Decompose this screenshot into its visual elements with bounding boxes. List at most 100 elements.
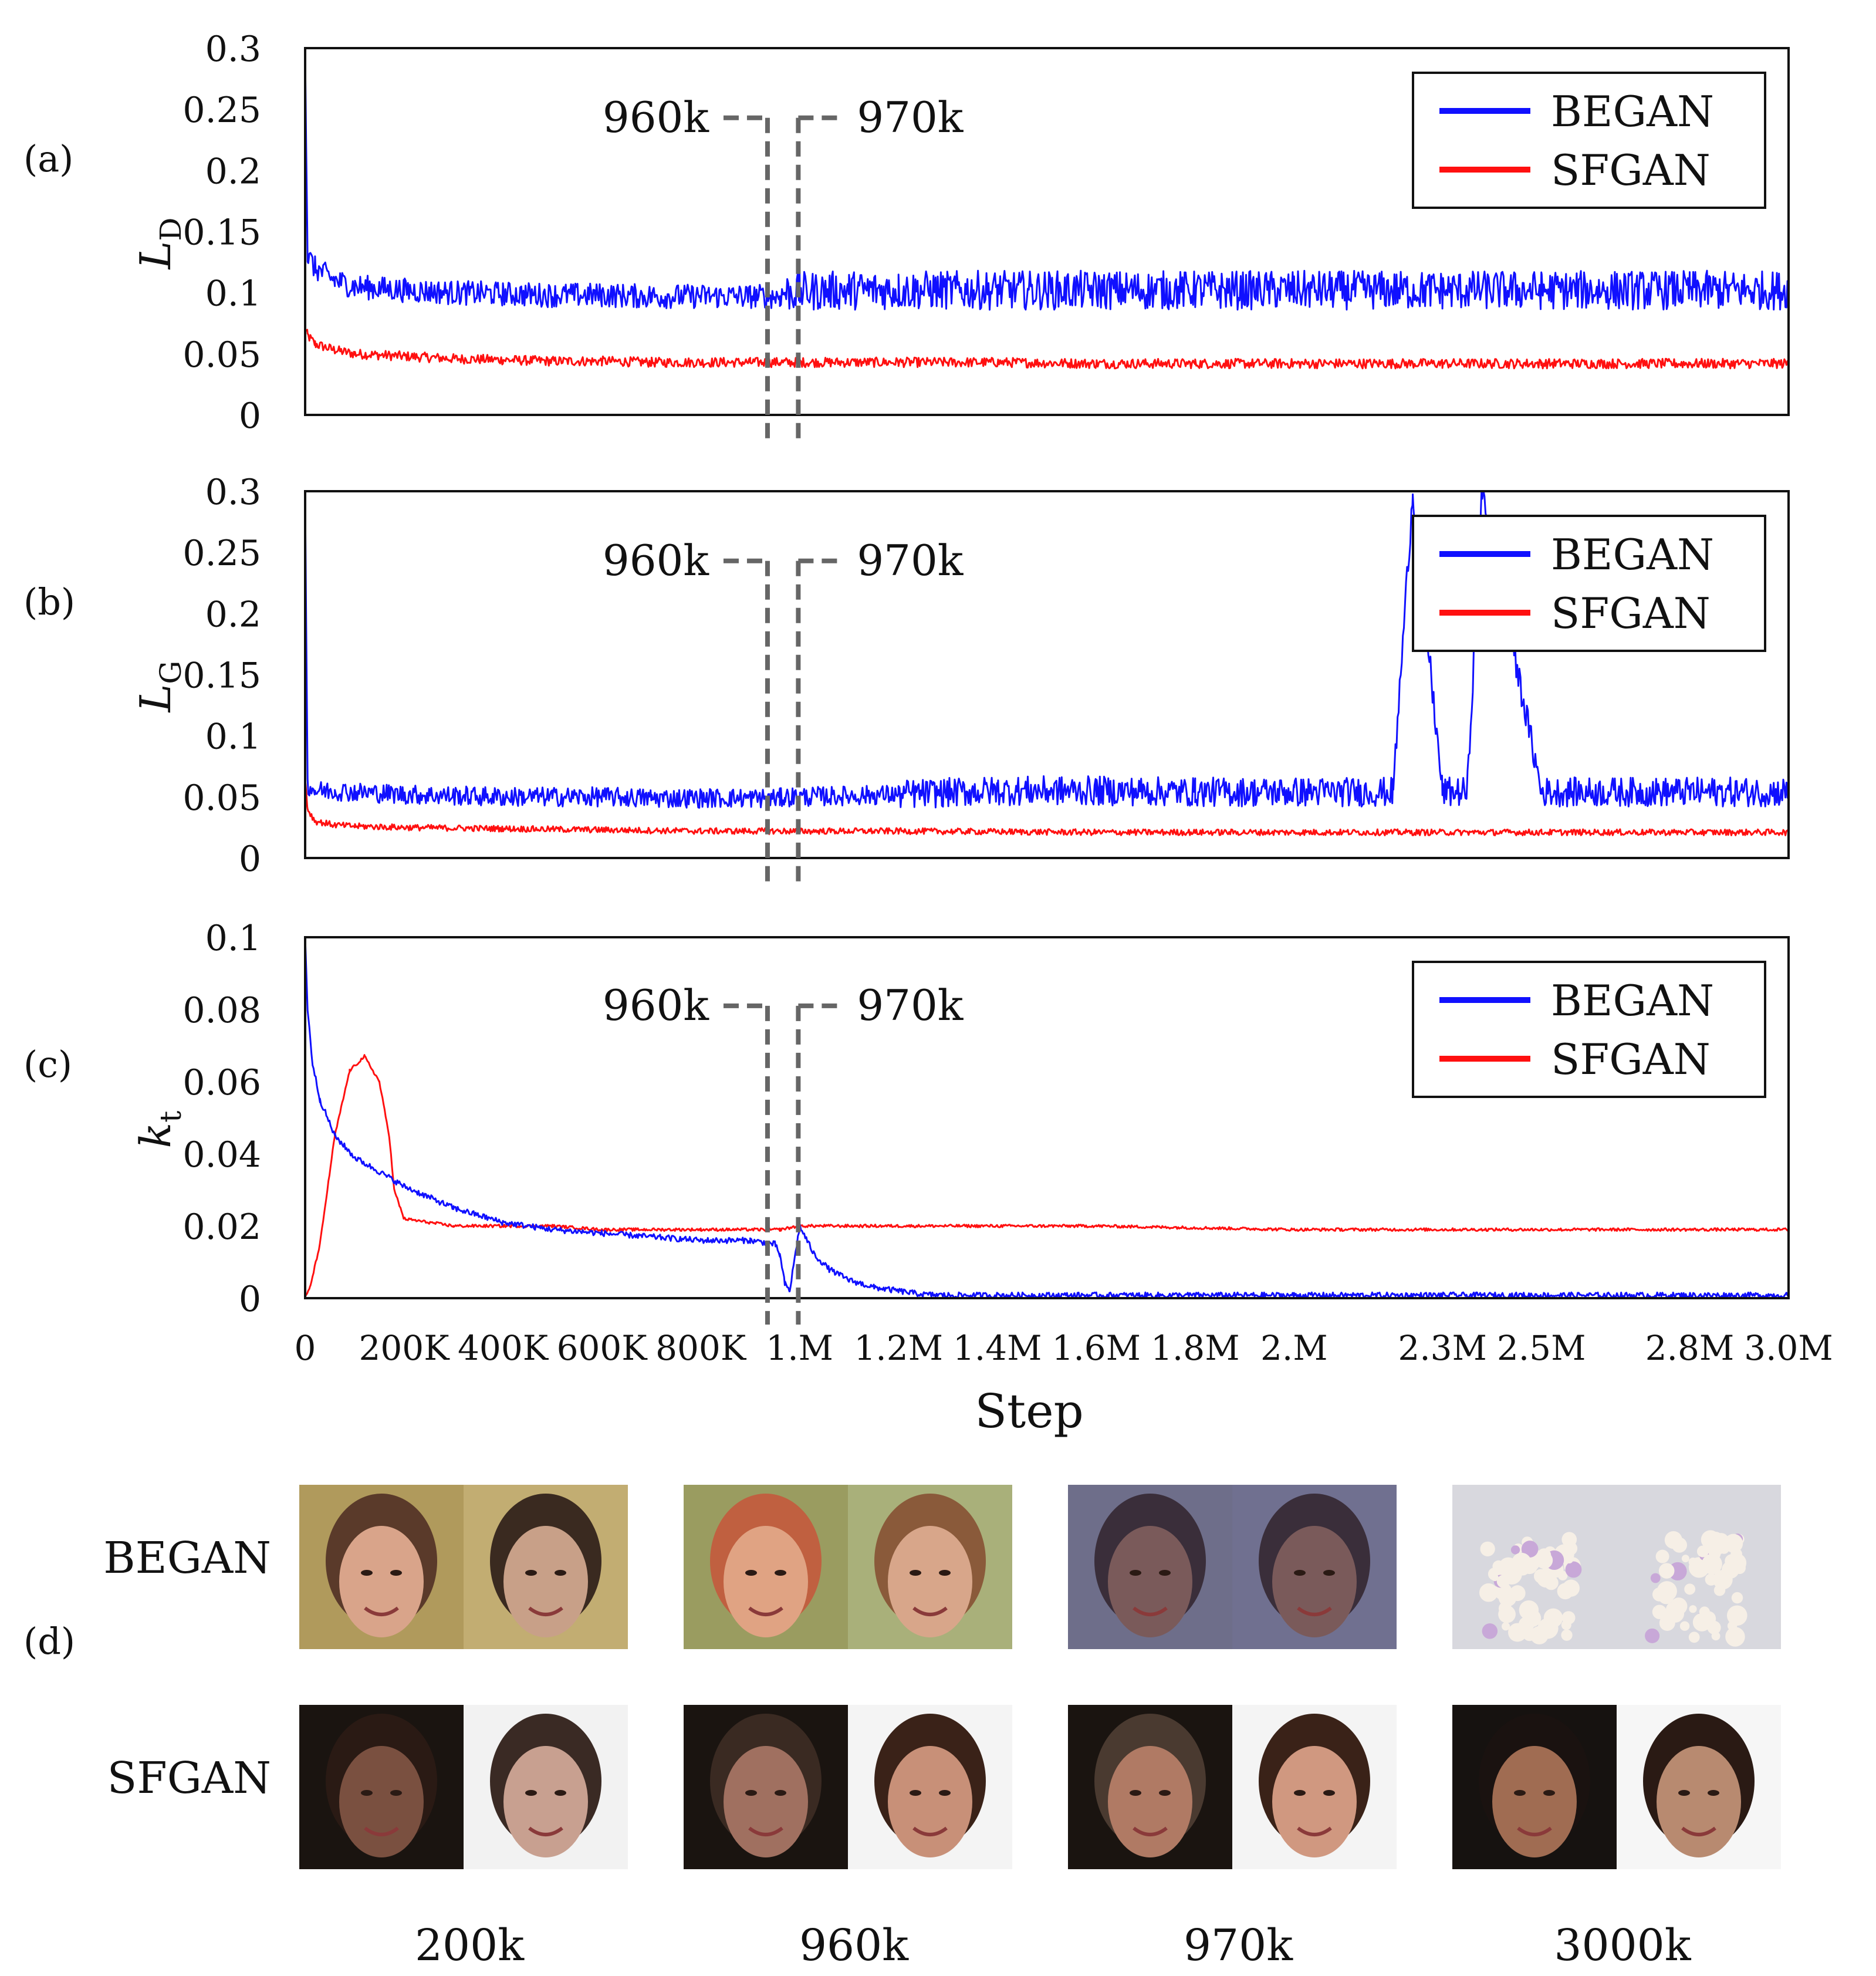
x-axis-label: Step [975, 1384, 1084, 1438]
face-eye [390, 1570, 402, 1576]
x-tick-label: 2.5M [1497, 1328, 1586, 1368]
y-tick-label: 0.2 [205, 151, 261, 192]
x-tick-label: 800K [655, 1328, 747, 1368]
artifact-blob [1688, 1632, 1700, 1643]
face [1492, 1746, 1577, 1857]
y-axis-label: kt [131, 1111, 188, 1149]
y-tick-label: 0.08 [182, 990, 261, 1031]
artifact-blob [1655, 1549, 1669, 1563]
artifact-blob [1645, 1628, 1660, 1643]
artifact-blob [1561, 1532, 1577, 1548]
series-line-began [305, 937, 1789, 1298]
face [1108, 1746, 1192, 1857]
face [1272, 1526, 1357, 1637]
artifact-blob [1492, 1560, 1505, 1573]
face-eye [775, 1790, 786, 1796]
panel-label-c: (c) [23, 1043, 72, 1086]
artifact-blob [1479, 1583, 1498, 1602]
y-axis-label: LG [131, 661, 188, 714]
column-label-200k: 200k [415, 1920, 525, 1971]
face-mouth [748, 1606, 783, 1616]
face-eye [745, 1570, 757, 1576]
artifact-blob [1521, 1541, 1539, 1558]
x-tick-label: 600K [557, 1328, 648, 1368]
artifact-blob [1533, 1569, 1549, 1583]
panel-label-b: (b) [23, 580, 75, 623]
marker-label-960k: 960k [603, 93, 709, 142]
face [1657, 1746, 1741, 1857]
series-line-began [305, 491, 1789, 809]
y-tick-label: 0.04 [182, 1134, 261, 1176]
face-eye [910, 1790, 921, 1796]
x-tick-label: 1.2M [854, 1328, 943, 1368]
artifact-blob [1723, 1533, 1743, 1553]
artifact-blob [1652, 1605, 1667, 1619]
face-eye [525, 1790, 537, 1796]
artifact-blob [1671, 1537, 1688, 1553]
chart-c-kt: 0 0.02 0.04 0.06 0.08 0.1 kt 960k 970k BEGAN SFGAN… [131, 918, 1833, 1438]
x-tick-label: 200K [359, 1328, 451, 1368]
artifact-blob [1705, 1573, 1718, 1586]
face-eye [939, 1790, 951, 1796]
face-eye [525, 1570, 537, 1576]
face-eye [1323, 1790, 1335, 1796]
panel-label-a: (a) [23, 137, 73, 180]
y-tick-label: 0.05 [182, 778, 261, 819]
artifact-blob [1689, 1605, 1697, 1613]
face-mouth [528, 1606, 563, 1616]
face-eye [745, 1790, 757, 1796]
legend [1412, 515, 1766, 652]
x-tick-label: 1.4M [953, 1328, 1042, 1368]
face-eye [1294, 1790, 1306, 1796]
artifact-blob [1731, 1592, 1743, 1604]
artifact-blob [1498, 1588, 1517, 1607]
face-mouth [1681, 1826, 1716, 1836]
artifact-blob [1696, 1545, 1709, 1558]
face-eye [555, 1790, 566, 1796]
face [888, 1526, 972, 1637]
legend-label-began: BEGAN [1551, 976, 1714, 1025]
y-tick-label: 0.25 [182, 533, 261, 574]
artifact-blob [1701, 1553, 1722, 1575]
face-mouth [1297, 1606, 1332, 1616]
panel-label-d: (d) [23, 1620, 75, 1663]
face-mouth [748, 1826, 783, 1836]
face [503, 1746, 588, 1857]
face [888, 1746, 972, 1857]
artifact-blob [1543, 1608, 1563, 1628]
y-tick-label: 0.1 [205, 273, 261, 315]
face-mouth [912, 1826, 948, 1836]
artifact-blob [1684, 1583, 1696, 1595]
legend-label-began: BEGAN [1551, 87, 1714, 136]
legend-label-sfgan: SFGAN [1551, 146, 1711, 195]
artifact-blob [1681, 1555, 1689, 1563]
face-mouth [528, 1826, 563, 1836]
artifact-blob [1726, 1605, 1747, 1626]
y-tick-label: 0.1 [205, 918, 261, 959]
y-tick-label: 0.3 [205, 29, 261, 70]
face-mouth [364, 1606, 399, 1616]
marker-label-960k: 960k [603, 981, 709, 1030]
artifact-blob [1565, 1556, 1573, 1564]
x-tick-label: 1.M [766, 1328, 833, 1368]
artifact-blob [1679, 1621, 1690, 1631]
face-mouth [364, 1826, 399, 1836]
artifact-blob [1482, 1623, 1498, 1639]
face-eye [1514, 1790, 1526, 1796]
face-eye [361, 1570, 373, 1576]
marker-label-970k: 970k [857, 536, 964, 585]
x-tick-label: 1.8M [1151, 1328, 1240, 1368]
x-tick-label: 3.0M [1744, 1328, 1833, 1368]
face-eye [910, 1570, 921, 1576]
series-line-sfgan [305, 327, 1789, 370]
artifact-blob [1658, 1588, 1674, 1605]
marker-label-970k: 970k [857, 93, 964, 142]
artifact-blob [1498, 1605, 1516, 1623]
artifact-blob [1537, 1548, 1551, 1562]
artifact-blob [1650, 1573, 1661, 1583]
artifact-blob [1502, 1622, 1510, 1631]
face-eye [1159, 1570, 1171, 1576]
column-label-3000k: 3000k [1554, 1920, 1691, 1971]
face-eye [390, 1790, 402, 1796]
column-label-970k: 970k [1184, 1920, 1293, 1971]
